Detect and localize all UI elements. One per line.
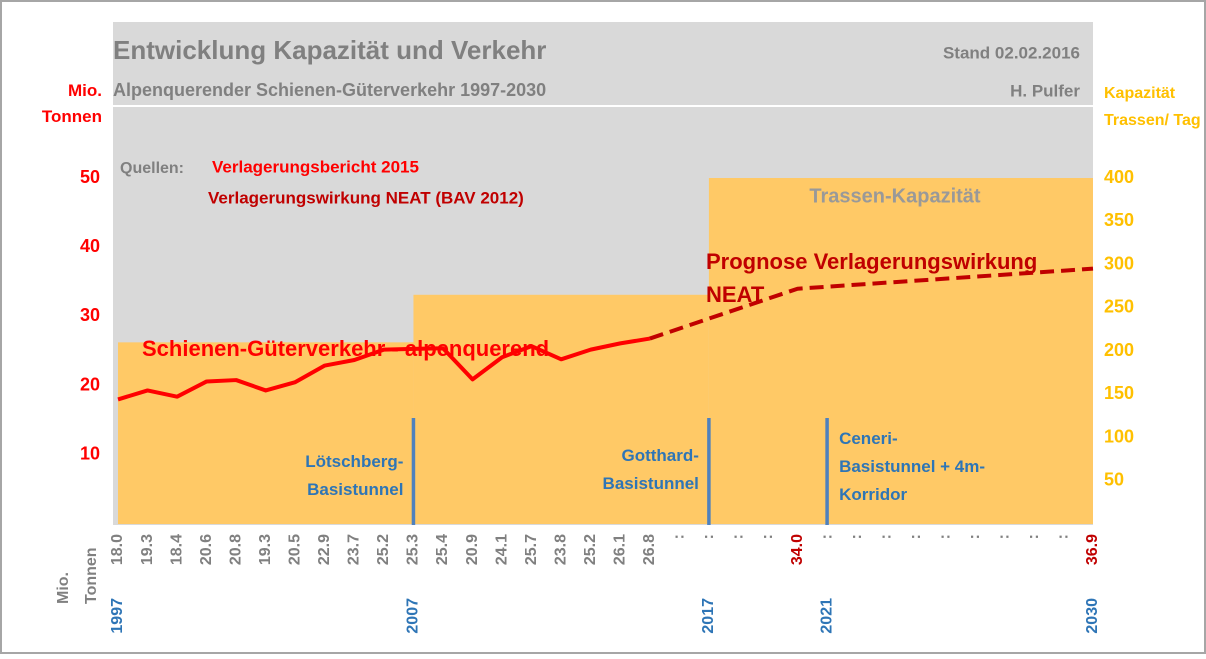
value-label: : [1055,534,1072,539]
y-tick-label: 40 [80,236,100,256]
y2-tick-label: 150 [1104,383,1134,403]
value-label: : [848,534,865,539]
milestone-label: Ceneri-Basistunnel + 4m-Korridor [839,429,986,504]
value-label: 34.0 [789,534,806,565]
chart-subtitle: Alpenquerender Schienen-Güterverkehr 199… [113,80,546,100]
y2-tick-label: 200 [1104,340,1134,360]
value-label: 18.0 [109,534,126,565]
source: Verlagerungswirkung NEAT (BAV 2012) [208,188,524,207]
series-label-box: Prognose Verlagerungswirkung NEAT [706,249,1038,307]
value-label: 24.1 [493,534,510,565]
value-label: 20.5 [286,534,303,565]
value-label: : [877,534,894,539]
value-label: 18.4 [168,534,185,565]
y2-tick-label: 50 [1104,470,1124,490]
value-label: 26.1 [611,534,628,565]
value-label: : [759,534,776,539]
series-line [117,336,651,402]
y-axis-label-box: Mio. Tonnen [41,81,102,126]
y-tick-label: 50 [80,167,100,187]
value-label: 20.8 [227,534,244,565]
value-label: 26.8 [641,534,658,565]
y-axis-label: Mio. Tonnen [41,81,102,126]
value-label: 25.4 [434,534,451,565]
series-line [649,266,1094,341]
x-tick-label: 1997 [109,598,126,634]
capacity-label: Trassen-Kapazität [809,185,981,207]
value-label: 22.9 [316,534,333,565]
milestone-label-box: Lötschberg-Basistunnel [305,452,404,499]
series-label: Prognose Verlagerungswirkung NEAT [706,249,1038,307]
area-layer [118,178,1093,524]
value-label: 19.3 [257,534,274,565]
value-label: 25.7 [523,534,540,565]
capacity-area [708,178,1093,524]
y2-tick-label: 300 [1104,253,1134,273]
y2-tick-label: 350 [1104,210,1134,230]
value-label: 25.2 [375,534,392,565]
source: Verlagerungsbericht 2015 [212,157,419,176]
value-label: 23.7 [346,534,363,565]
value-label: : [966,534,983,539]
sources-label: Quellen: [120,160,184,177]
value-label: : [1025,534,1042,539]
value-label: : [936,534,953,539]
value-label: : [700,534,717,539]
value-label: 25.3 [405,534,422,565]
y-tick-label: 20 [80,374,100,394]
y-tick-label: 30 [80,305,100,325]
value-label: : [907,534,924,539]
value-label: 20.9 [464,534,481,565]
value-label: 25.2 [582,534,599,565]
value-row-label: Mio. Tonnen [55,547,100,604]
x-tick-label: 2021 [818,598,835,634]
capacity-area [118,342,414,524]
value-label: 19.3 [139,534,156,565]
y-tick-label: 10 [80,444,100,464]
date: Stand 02.02.2016 [943,43,1080,62]
x-tick-label: 2030 [1084,598,1101,634]
value-label: : [730,534,747,539]
y2-tick-label: 100 [1104,426,1134,446]
milestone-label: Gotthard-Basistunnel [602,446,699,493]
value-label: : [818,534,835,539]
y2-tick-label: 250 [1104,297,1134,317]
author: H. Pulfer [1010,81,1080,100]
value-row-label-box: Mio. Tonnen [55,547,100,604]
main-layer: Trassen-Kapazität10203040505010015020025… [41,81,1201,634]
series-label: Schienen-Güterverkehr - alpenquerend [142,336,549,361]
value-label: : [996,534,1013,539]
capacity-area [413,294,709,524]
y2-axis-label-box: Kapazität Trassen/ Tag [1104,85,1201,129]
y2-axis-label: Kapazität Trassen/ Tag [1104,85,1201,129]
x-tick-label: 2007 [405,598,422,634]
milestone-label-box: Gotthard-Basistunnel [602,446,699,493]
milestone-label: Lötschberg-Basistunnel [305,452,404,499]
chart-title: Entwicklung Kapazität und Verkehr [113,35,546,65]
value-label: 23.8 [552,534,569,565]
x-tick-label: 2017 [700,598,717,634]
value-label: 36.9 [1084,534,1101,565]
value-label: : [671,534,688,539]
value-label: 20.6 [198,534,215,565]
milestone-label-box: Ceneri-Basistunnel + 4m-Korridor [839,429,986,504]
y2-tick-label: 400 [1104,167,1134,187]
